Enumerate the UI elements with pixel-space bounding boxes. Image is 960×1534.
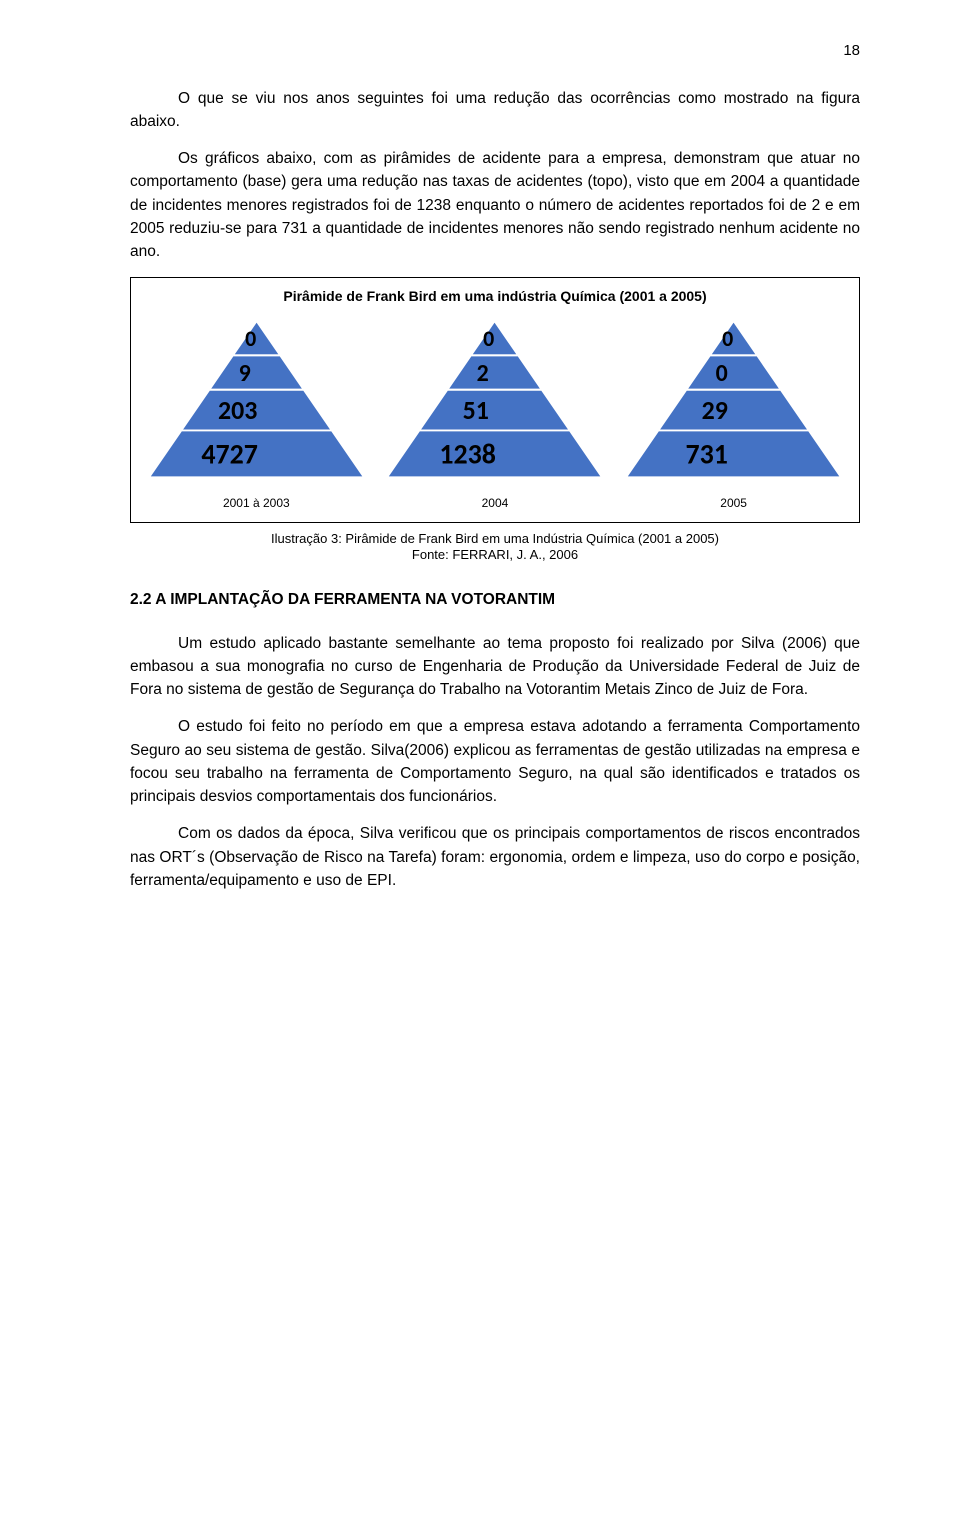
body-paragraph-3: Com os dados da época, Silva verificou q… <box>130 822 860 892</box>
pyramid-tier <box>626 431 841 478</box>
pyramid-value: 0 <box>722 325 733 352</box>
page-number: 18 <box>130 40 860 63</box>
pyramid-1: 0 2 51 1238 2004 <box>380 313 609 511</box>
chart-caption: Ilustração 3: Pirâmide de Frank Bird em … <box>130 531 860 565</box>
body-paragraph-1: Um estudo aplicado bastante semelhante a… <box>130 632 860 702</box>
pyramid-0: 0 9 203 4727 2001 à 2003 <box>142 313 371 511</box>
pyramid-tier <box>448 356 543 390</box>
pyramid-tier <box>233 321 280 355</box>
pyramid-value: 0 <box>245 325 256 352</box>
pyramid-value: 4727 <box>201 438 258 472</box>
caption-line-2: Fonte: FERRARI, J. A., 2006 <box>412 547 578 562</box>
pyramid-svg-2: 0 0 29 731 <box>619 313 848 487</box>
pyramid-tier <box>658 390 809 431</box>
pyramid-tier <box>420 390 571 431</box>
intro-paragraph: O que se viu nos anos seguintes foi uma … <box>130 87 860 134</box>
pyramid-2: 0 0 29 731 2005 <box>619 313 848 511</box>
pyramid-label: 2005 <box>720 494 747 512</box>
pyramid-tier <box>209 356 304 390</box>
pyramid-value: 1238 <box>440 438 497 472</box>
pyramid-label: 2001 à 2003 <box>223 494 290 512</box>
pyramid-value: 0 <box>716 359 728 388</box>
caption-line-1: Ilustração 3: Pirâmide de Frank Bird em … <box>271 531 719 546</box>
pyramid-svg-1: 0 2 51 1238 <box>380 313 609 487</box>
section-heading: 2.2 A IMPLANTAÇÃO DA FERRAMENTA NA VOTOR… <box>130 588 860 611</box>
pyramid-value: 0 <box>484 325 495 352</box>
pyramid-value: 731 <box>686 438 728 472</box>
pyramid-value: 2 <box>477 359 489 388</box>
chart-title: Pirâmide de Frank Bird em uma indústria … <box>137 286 853 307</box>
pyramid-chart-container: Pirâmide de Frank Bird em uma indústria … <box>130 277 860 522</box>
pyramid-row: 0 9 203 4727 2001 à 2003 0 2 51 1238 2004 0 0 29 731 2… <box>137 313 853 511</box>
description-paragraph: Os gráficos abaixo, com as pirâmides de … <box>130 147 860 263</box>
pyramid-tier <box>710 321 757 355</box>
pyramid-tier <box>471 321 518 355</box>
pyramid-svg-0: 0 9 203 4727 <box>142 313 371 487</box>
pyramid-label: 2004 <box>482 494 509 512</box>
pyramid-value: 29 <box>702 394 728 426</box>
body-paragraph-2: O estudo foi feito no período em que a e… <box>130 715 860 808</box>
pyramid-value: 51 <box>463 394 489 426</box>
pyramid-tier <box>686 356 781 390</box>
pyramid-value: 203 <box>218 394 257 426</box>
pyramid-value: 9 <box>238 359 250 388</box>
